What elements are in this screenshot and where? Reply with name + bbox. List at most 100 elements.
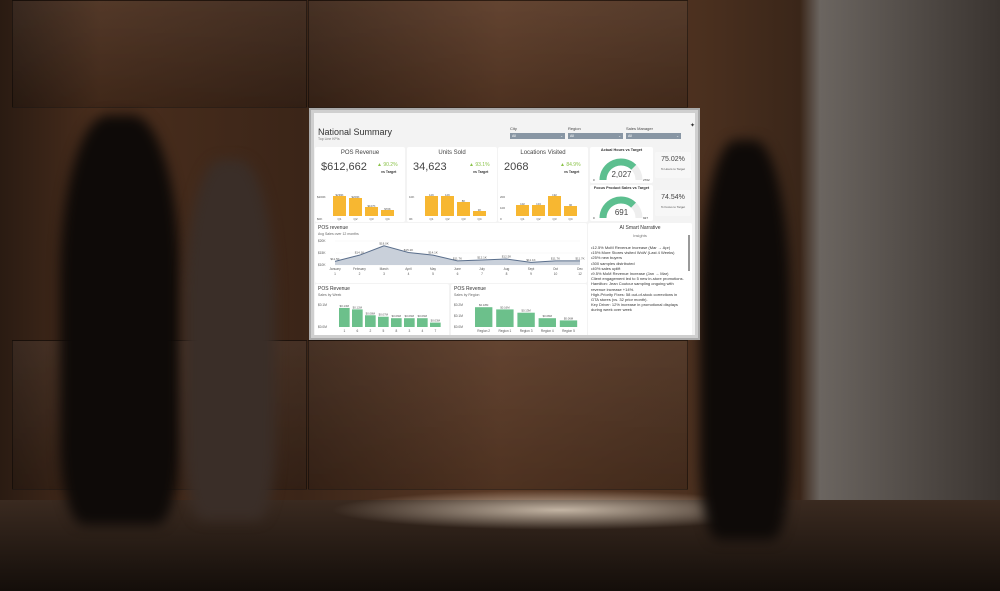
data-label: $11.7K <box>575 256 584 260</box>
gauge-value: 691 <box>614 208 629 217</box>
chart-subtitle: Avg Sales over 12 months <box>318 232 359 236</box>
pin-icon[interactable]: ✦ <box>690 123 695 129</box>
filter-dropdown[interactable]: All ⌄ <box>510 133 565 139</box>
y-tick: $0.0M <box>318 325 327 329</box>
bar-label: 12K <box>445 192 450 197</box>
chevron-down-icon: ⌄ <box>560 134 563 138</box>
x-tick: 2 <box>369 329 371 333</box>
gauge-card: Focus Product Sales vs Target 691 0 927 <box>590 185 653 221</box>
x-tick: 3 <box>408 329 410 333</box>
x-tick-number: 12 <box>578 272 582 276</box>
x-tick-number: 2 <box>359 272 361 276</box>
kpi-title: Units Sold <box>438 150 466 156</box>
bar <box>517 312 535 327</box>
x-tick: 6 <box>356 329 358 333</box>
wall-panel <box>308 0 688 108</box>
data-label: $0.16M <box>500 305 510 309</box>
pos-revenue-trend-card: POS revenue Avg Sales over 12 months $10… <box>315 223 587 283</box>
gauge-card: Actual Hours vs Target 2,027 0 2702 <box>590 147 653 183</box>
axis-tick: $0K <box>317 217 323 221</box>
x-tick: Oct <box>553 267 558 271</box>
chart-subtitle: Sales by Week <box>318 293 342 297</box>
x-tick-number: 10 <box>554 272 558 276</box>
kpi-value: 34,623 <box>413 161 447 173</box>
narrative-line: •300 samples distributed <box>591 260 635 266</box>
bar <box>475 307 493 327</box>
narrative-line: •12.5% MoM Revenue Increase (Mar → Apr) <box>591 245 671 250</box>
data-label: $0.06M <box>564 316 574 320</box>
x-tick: 7 <box>434 329 436 333</box>
data-label: $12.5K <box>502 255 512 259</box>
y-tick: $0.2M <box>454 303 463 307</box>
kpi-value: $612,662 <box>321 161 367 173</box>
x-tick: 8 <box>395 329 397 333</box>
gauge <box>599 196 643 219</box>
y-tick: $15K <box>318 251 326 255</box>
y-tick: $0.1M <box>454 314 463 318</box>
bar-category: Q2 <box>445 217 450 221</box>
bar <box>430 322 441 327</box>
kpi-delta: ▲ 84.9% <box>560 162 581 168</box>
filter-value: All <box>512 134 516 138</box>
bar <box>473 210 486 216</box>
person-silhouette <box>700 140 790 540</box>
y-tick: $0.1M <box>318 303 327 307</box>
x-tick: May <box>430 267 436 271</box>
data-label: $14.1K <box>355 251 365 255</box>
bar <box>365 315 376 327</box>
data-label: $12.1K <box>477 255 487 259</box>
bar <box>352 309 363 327</box>
bar <box>378 316 389 327</box>
x-tick: 1 <box>343 329 345 333</box>
x-tick: Dec <box>577 267 583 271</box>
bar <box>349 198 362 216</box>
x-tick-number: 9 <box>530 272 532 276</box>
sales-by-region-card: POS Revenue Sales by Region $0.2M $0.1M $0… <box>451 284 587 335</box>
kpi-title: POS Revenue <box>340 150 380 156</box>
bar-category: Q1 <box>429 217 434 221</box>
scrollbar[interactable] <box>688 235 690 271</box>
filter-dropdown[interactable]: All ⌄ <box>568 133 623 139</box>
x-tick: Sept <box>528 267 535 271</box>
bar-category: Q2 <box>536 217 541 221</box>
wall-display: National Summary Top Line KPIs ✦ POS rev… <box>309 108 700 340</box>
bar-label: $239K <box>335 192 344 197</box>
x-tick: Region 3 <box>520 329 533 333</box>
bar <box>365 206 378 216</box>
chart-subtitle: Sales by Region <box>454 293 480 297</box>
bar <box>339 307 350 327</box>
bar <box>496 309 514 327</box>
gauge-min: 0 <box>593 216 595 220</box>
x-tick-number: 5 <box>432 272 434 276</box>
kpi-delta-label: vs Target <box>473 170 489 174</box>
gauge-stat-card: 75.02% % Hours to Target <box>655 152 691 178</box>
bar <box>404 318 415 327</box>
chart-title: POS Revenue <box>318 286 350 292</box>
bar-category: Q2 <box>353 217 358 221</box>
gauge-max: 2702 <box>643 178 650 182</box>
bar-category: Q1 <box>520 217 525 221</box>
page-title: National Summary <box>318 127 393 137</box>
filter-label: Region <box>568 126 581 131</box>
gauge-fill <box>599 196 636 219</box>
gauge-title: Focus Product Sales vs Target <box>593 186 650 190</box>
filter-dropdown[interactable]: All ⌄ <box>626 133 681 139</box>
bar-category: Q3 <box>552 217 557 221</box>
bar-label: 102 <box>520 202 525 207</box>
x-tick: April <box>405 267 412 271</box>
gauge-fill <box>599 158 637 181</box>
x-tick-number: 3 <box>383 272 385 276</box>
x-tick: July <box>479 267 485 271</box>
data-label: $11.7K <box>551 256 560 260</box>
data-label: $0.12M <box>353 305 363 309</box>
tab-insights[interactable]: Insights <box>633 233 647 238</box>
bar-label: 8K <box>461 199 466 204</box>
narrative-line: •15% More Stores visited WoW (Last 4 Wee… <box>591 250 675 256</box>
bar-label: 104 <box>536 202 541 207</box>
person-silhouette <box>60 115 180 525</box>
x-tick: Region 5 <box>562 329 575 333</box>
bar <box>425 195 438 216</box>
x-tick: Region 2 <box>477 329 490 333</box>
chevron-down-icon: ⌄ <box>676 134 679 138</box>
x-tick: Aug <box>504 267 510 271</box>
